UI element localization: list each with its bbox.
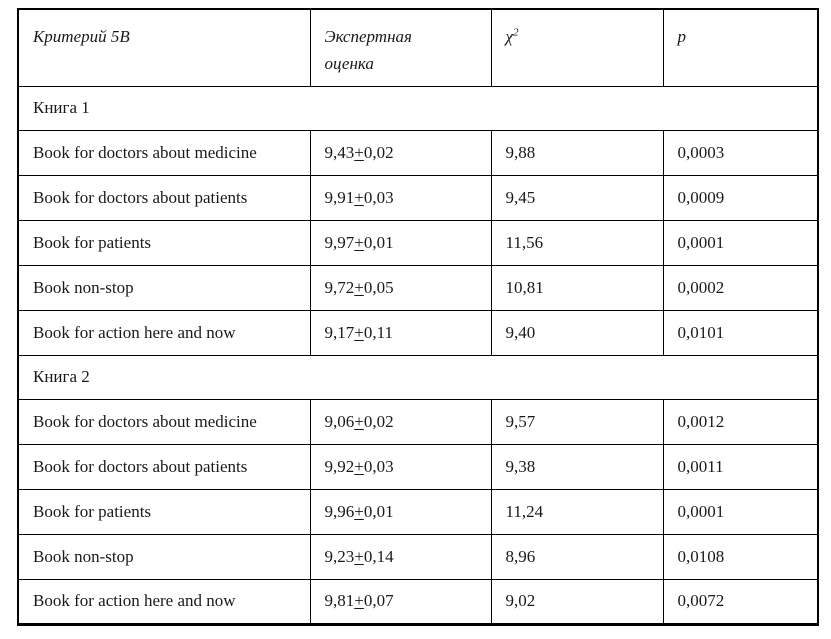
table-row: Book for action here and now 9,17+0,11 9,4… — [17, 309, 819, 356]
expert-score-cell: 9,17+0,11 — [309, 309, 492, 356]
book-label-cell: Book for doctors about medicine — [17, 129, 311, 176]
score-error: 0,02 — [363, 142, 394, 162]
col-header-chi-squared: χ2 — [490, 8, 664, 87]
chi-squared-cell: 11,24 — [490, 488, 664, 535]
score-error: 0,14 — [363, 546, 394, 566]
header-row: Критерий 5В Экспертная оценка χ2 p — [17, 8, 819, 87]
p-value-cell: 0,0009 — [662, 174, 819, 221]
table-row: Book for doctors about patients 9,92+0,03… — [17, 443, 819, 490]
p-value-cell: 0,0003 — [662, 129, 819, 176]
score-mean: 9,06 — [324, 411, 355, 431]
book-label-cell: Book for patients — [17, 488, 311, 535]
expert-score-cell: 9,97+0,01 — [309, 219, 492, 266]
plus-minus-sign: + — [354, 142, 364, 162]
section-row: Книга 2 — [17, 354, 819, 400]
table-row: Book for doctors about patients 9,91+0,03… — [17, 174, 819, 221]
chi-squared-cell: 11,56 — [490, 219, 664, 266]
score-mean: 9,97 — [324, 232, 355, 252]
score-error: 0,07 — [363, 591, 394, 610]
score-mean: 9,81 — [324, 591, 355, 610]
chi-squared-cell: 9,02 — [490, 578, 664, 625]
p-value-cell: 0,0001 — [662, 488, 819, 535]
book-label-cell: Book for action here and now — [17, 578, 311, 625]
expert-score-cell: 9,06+0,02 — [309, 398, 492, 445]
p-value-cell: 0,0108 — [662, 533, 819, 580]
plus-minus-sign: + — [354, 411, 364, 431]
section-title-cell: Книга 2 — [17, 354, 819, 400]
col-header-criterion: Критерий 5В — [17, 8, 311, 87]
score-error: 0,02 — [363, 411, 394, 431]
chi-squared-cell: 8,96 — [490, 533, 664, 580]
p-value-cell: 0,0101 — [662, 309, 819, 356]
score-mean: 9,17 — [324, 322, 355, 342]
score-mean: 9,43 — [324, 142, 355, 162]
plus-minus-sign: + — [354, 591, 364, 610]
score-error: 0,03 — [363, 187, 394, 207]
section-title-cell: Книга 1 — [17, 85, 819, 131]
score-error: 0,01 — [363, 501, 394, 521]
book-label-cell: Book non-stop — [17, 264, 311, 311]
expert-score-cell: 9,92+0,03 — [309, 443, 492, 490]
expert-score-cell: 9,72+0,05 — [309, 264, 492, 311]
chi-squared-cell: 9,45 — [490, 174, 664, 221]
score-mean: 9,72 — [324, 277, 355, 297]
score-mean: 9,23 — [324, 546, 355, 566]
score-mean: 9,91 — [324, 187, 355, 207]
expert-score-cell: 9,91+0,03 — [309, 174, 492, 221]
p-value-cell: 0,0012 — [662, 398, 819, 445]
book-label-cell: Book for doctors about medicine — [17, 398, 311, 445]
table-row: Book for doctors about medicine 9,06+0,02… — [17, 398, 819, 445]
score-mean: 9,92 — [324, 456, 355, 476]
p-value-cell: 0,0001 — [662, 219, 819, 266]
chi-exponent: 2 — [512, 26, 519, 39]
chi-symbol: χ — [505, 27, 513, 46]
expert-score-cell: 9,43+0,02 — [309, 129, 492, 176]
book-label-cell: Book for patients — [17, 219, 311, 266]
chi-squared-cell: 9,57 — [490, 398, 664, 445]
table-row: Book for patients 9,97+0,01 11,56 0,0001 — [17, 219, 819, 266]
p-value-cell: 0,0072 — [662, 578, 819, 625]
table-row: Book for action here and now 9,81+0,07 9,0… — [17, 578, 819, 625]
score-error: 0,01 — [363, 232, 394, 252]
book-label-cell: Book for doctors about patients — [17, 443, 311, 490]
p-value-cell: 0,0002 — [662, 264, 819, 311]
expert-score-cell: 9,81+0,07 — [309, 578, 492, 625]
plus-minus-sign: + — [354, 322, 364, 342]
table-row: Book non-stop 9,23+0,14 8,96 0,0108 — [17, 533, 819, 580]
expert-score-line1: Экспертная — [324, 27, 412, 46]
plus-minus-sign: + — [354, 546, 364, 566]
results-table: Критерий 5В Экспертная оценка χ2 p Книга… — [17, 8, 819, 626]
expert-score-cell: 9,96+0,01 — [309, 488, 492, 535]
table-row: Book for doctors about medicine 9,43+0,02… — [17, 129, 819, 176]
col-header-p-value: p — [662, 8, 819, 87]
chi-squared-cell: 9,40 — [490, 309, 664, 356]
plus-minus-sign: + — [354, 501, 364, 521]
chi-squared-cell: 10,81 — [490, 264, 664, 311]
table-body: Книга 1 Book for doctors about medicine 9,… — [17, 85, 819, 625]
chi-squared-cell: 9,38 — [490, 443, 664, 490]
p-value-cell: 0,0011 — [662, 443, 819, 490]
plus-minus-sign: + — [354, 277, 364, 297]
plus-minus-sign: + — [354, 456, 364, 476]
score-error: 0,11 — [363, 322, 393, 342]
table-row: Book for patients 9,96+0,01 11,24 0,0001 — [17, 488, 819, 535]
section-row: Книга 1 — [17, 85, 819, 131]
book-label-cell: Book for action here and now — [17, 309, 311, 356]
expert-score-line2: оценка — [324, 54, 374, 73]
book-label-cell: Book non-stop — [17, 533, 311, 580]
expert-score-cell: 9,23+0,14 — [309, 533, 492, 580]
plus-minus-sign: + — [354, 232, 364, 252]
col-header-expert-score: Экспертная оценка — [309, 8, 492, 87]
score-mean: 9,96 — [324, 501, 355, 521]
chi-squared-cell: 9,88 — [490, 129, 664, 176]
score-error: 0,03 — [363, 456, 394, 476]
plus-minus-sign: + — [354, 187, 364, 207]
table-row: Book non-stop 9,72+0,05 10,81 0,0002 — [17, 264, 819, 311]
book-label-cell: Book for doctors about patients — [17, 174, 311, 221]
score-error: 0,05 — [363, 277, 394, 297]
